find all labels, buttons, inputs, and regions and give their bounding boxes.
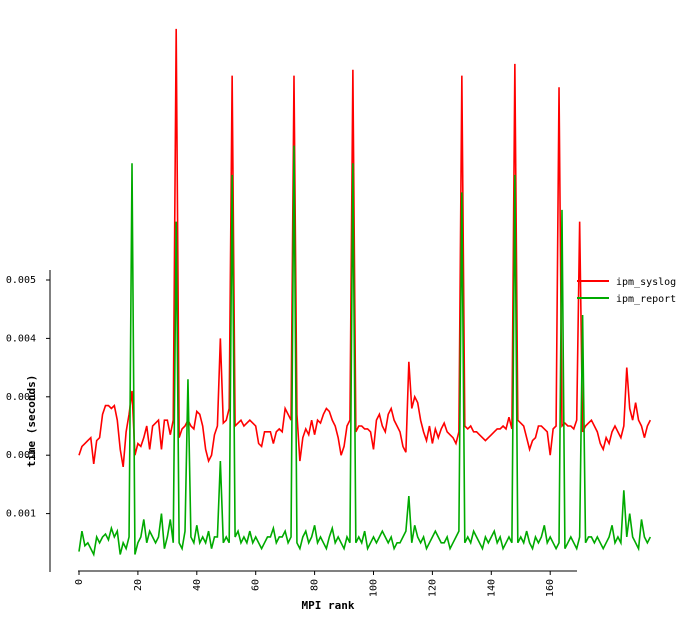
x-tick-label: 80 <box>310 579 321 591</box>
x-axis-label: MPI rank <box>302 599 355 612</box>
x-ticks: 0 20 40 60 80 100 120 140 160 <box>74 571 556 597</box>
series-layer <box>78 28 652 558</box>
y-tick-label: 0.001 <box>6 509 36 520</box>
series-line-ipm_report <box>78 145 652 558</box>
x-tick-label: 20 <box>133 579 144 591</box>
legend-label-ipm_syslog: ipm_syslog <box>616 277 676 288</box>
y-tick-label: 0.005 <box>6 275 36 286</box>
legend-label-ipm_report: ipm_report <box>616 294 676 305</box>
y-axis-label: time (seconds) <box>25 375 38 468</box>
y-tick-label: 0.004 <box>6 333 36 344</box>
y-ticks: 0.001 0.002 0.003 0.004 0.005 <box>6 275 50 520</box>
x-tick-label: 40 <box>192 579 203 591</box>
legend: ipm_syslog ipm_report <box>577 277 676 305</box>
y-tick-label: 0.003 <box>6 392 36 403</box>
x-tick-label: 100 <box>369 579 380 597</box>
x-tick-label: 160 <box>545 579 556 597</box>
y-tick-label: 0.002 <box>6 450 36 461</box>
x-tick-label: 120 <box>427 579 438 597</box>
x-tick-label: 0 <box>74 579 85 585</box>
series-line-ipm_syslog <box>78 28 652 468</box>
x-tick-label: 60 <box>251 579 262 591</box>
x-tick-label: 140 <box>486 579 497 597</box>
